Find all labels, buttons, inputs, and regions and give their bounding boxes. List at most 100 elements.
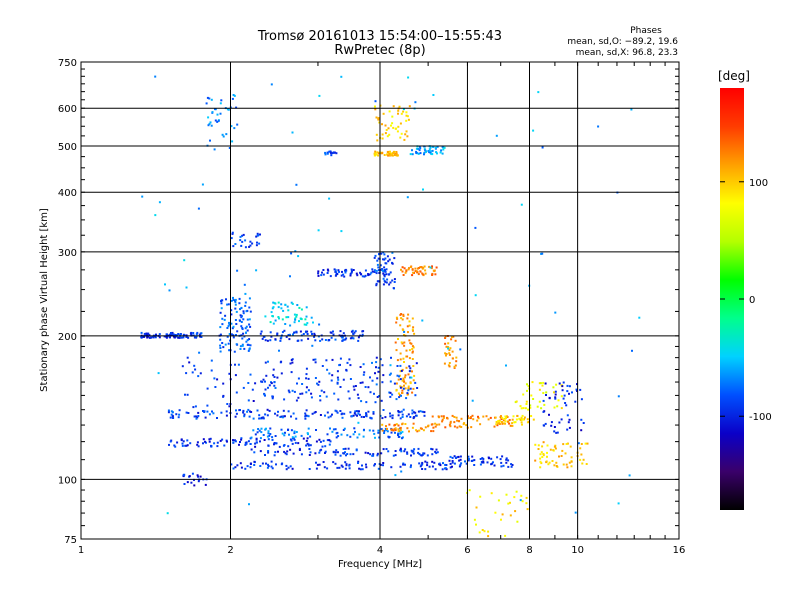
data-point (560, 407, 563, 410)
data-point (324, 153, 327, 156)
data-point (332, 451, 335, 454)
data-point (276, 333, 279, 336)
data-point (407, 373, 410, 376)
data-point (273, 443, 275, 446)
data-point (475, 523, 477, 526)
data-point (351, 336, 354, 339)
data-point (267, 444, 270, 447)
data-point (439, 151, 442, 154)
data-point (216, 378, 219, 381)
data-point (454, 339, 457, 342)
data-point (391, 251, 394, 254)
data-point (428, 465, 431, 468)
data-point (434, 425, 437, 428)
data-point (584, 442, 587, 445)
data-point (276, 414, 279, 417)
data-point (376, 139, 379, 142)
data-point (404, 376, 406, 379)
data-point (264, 413, 267, 416)
data-point (431, 265, 433, 268)
data-point (246, 329, 249, 332)
data-point (170, 413, 173, 416)
data-point (281, 462, 284, 465)
data-point (264, 388, 267, 391)
data-point (307, 427, 310, 430)
data-point (451, 456, 454, 459)
data-point (319, 399, 322, 402)
data-point (492, 461, 494, 464)
data-point (239, 235, 242, 238)
colorbar-label: [deg] (718, 69, 750, 83)
data-point (293, 390, 296, 393)
data-point (306, 333, 309, 335)
data-point (397, 435, 400, 438)
data-point (205, 102, 208, 105)
data-point (242, 312, 245, 315)
data-point (207, 116, 210, 119)
data-point (485, 415, 488, 418)
data-point (542, 392, 545, 394)
data-point (382, 462, 385, 464)
data-point (453, 365, 456, 368)
data-point (311, 344, 314, 347)
data-point (345, 368, 348, 371)
data-point (254, 433, 257, 436)
data-point (228, 323, 231, 326)
data-point (490, 463, 493, 466)
data-point (505, 417, 508, 420)
data-point (349, 337, 352, 340)
data-point (409, 266, 412, 268)
data-point (317, 272, 320, 275)
data-point (413, 374, 416, 377)
data-point (304, 417, 307, 420)
data-point (434, 273, 437, 276)
data-point (241, 234, 244, 237)
data-point (283, 398, 286, 401)
data-point (477, 415, 479, 418)
data-point (406, 355, 409, 358)
data-point (397, 392, 400, 395)
data-point (463, 422, 466, 425)
data-point (365, 413, 368, 416)
data-point (569, 445, 572, 448)
data-point (313, 334, 316, 336)
data-point (408, 324, 411, 327)
data-point (507, 465, 510, 468)
data-point (308, 468, 311, 470)
data-point (410, 464, 412, 467)
data-point (297, 396, 300, 399)
data-point (361, 468, 364, 471)
data-point (540, 462, 543, 465)
data-point (395, 154, 398, 156)
data-point (395, 398, 398, 401)
data-point (186, 393, 189, 396)
data-point (264, 394, 266, 397)
data-point (264, 339, 267, 342)
data-point (571, 391, 573, 394)
data-point (452, 335, 455, 338)
data-point (288, 433, 290, 436)
data-point (453, 462, 456, 465)
data-point (481, 461, 484, 464)
data-point (272, 315, 274, 318)
data-point (441, 420, 444, 423)
data-point (384, 427, 387, 430)
data-point (520, 421, 523, 424)
data-point (327, 269, 330, 272)
data-point (582, 458, 585, 461)
data-point (171, 331, 174, 334)
data-point (448, 423, 451, 426)
data-point (402, 329, 405, 331)
data-point (386, 430, 389, 433)
data-point (331, 430, 334, 433)
data-point (231, 140, 234, 143)
data-point (221, 438, 224, 441)
data-point (539, 466, 542, 469)
data-point (408, 349, 411, 352)
data-point (305, 367, 308, 370)
data-point (220, 300, 222, 303)
data-point (448, 362, 451, 364)
data-point (510, 463, 513, 466)
data-point (338, 270, 340, 273)
data-point (501, 416, 504, 419)
